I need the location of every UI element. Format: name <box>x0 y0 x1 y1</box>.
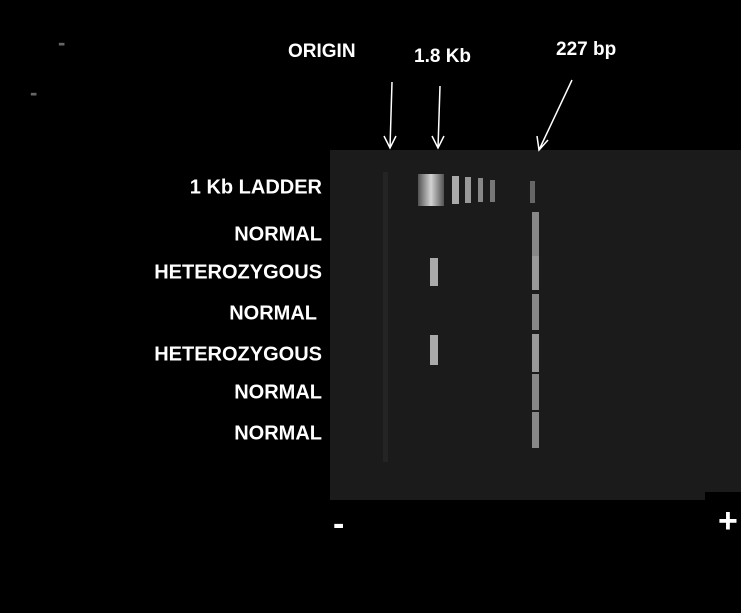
lane-label: NORMAL <box>234 223 322 245</box>
origin-label: ORIGIN <box>288 41 356 62</box>
lane-label: NORMAL <box>229 302 317 324</box>
lane-label: NORMAL <box>234 422 322 444</box>
corner-mark: - <box>30 80 37 105</box>
lane-labels: 1 Kb LADDER NORMAL HETEROZYGOUS NORMAL HETER… <box>154 176 322 444</box>
arrows <box>384 80 572 150</box>
gel-figure: ORIGIN 1.8 Kb 227 bp - - - + 1 Kb LADDER… <box>0 0 741 613</box>
corner-mark: - <box>58 30 65 55</box>
low-band-label: 227 bp <box>556 39 616 60</box>
high-band-label: 1.8 Kb <box>414 46 471 67</box>
lane-label: NORMAL <box>234 381 322 403</box>
lane-label: 1 Kb LADDER <box>190 176 323 198</box>
lane-label: HETEROZYGOUS <box>154 343 322 365</box>
lane-label: HETEROZYGOUS <box>154 261 322 283</box>
negative-pole: - <box>333 505 344 543</box>
gel-canvas: ORIGIN 1.8 Kb 227 bp - - - + 1 Kb LADDER… <box>0 0 741 613</box>
low-bands <box>532 212 539 448</box>
positive-pole: + <box>718 502 738 540</box>
origin-lane <box>383 172 388 462</box>
